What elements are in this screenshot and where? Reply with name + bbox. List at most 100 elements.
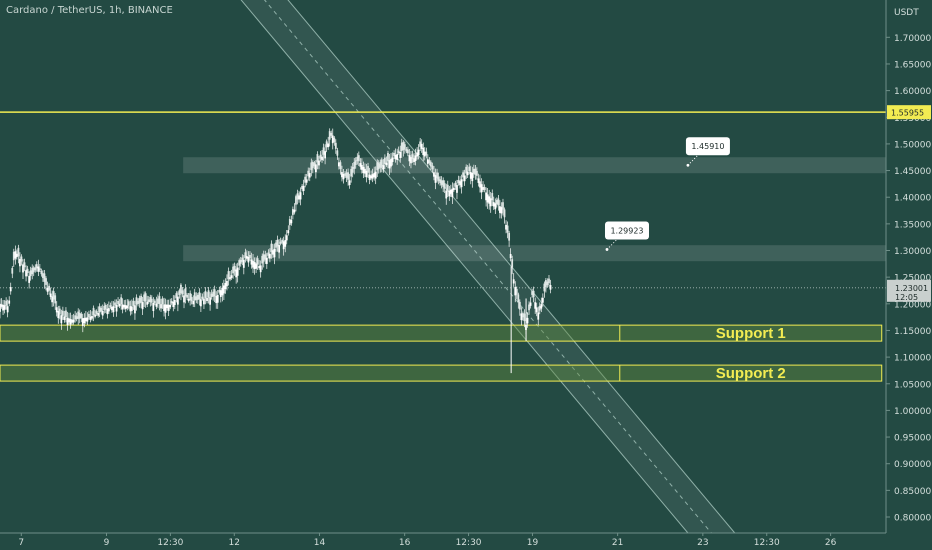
candle-body <box>106 308 109 315</box>
candle-body <box>173 299 176 306</box>
candle-body <box>281 239 284 243</box>
candle-body <box>373 172 376 178</box>
candle-body <box>14 251 17 259</box>
candle-body <box>268 253 271 259</box>
candle-body <box>253 262 256 269</box>
candle-body <box>52 291 55 300</box>
last-price-countdown: 12:05 <box>895 293 918 302</box>
candle-body <box>426 159 429 164</box>
candle-body <box>92 307 95 316</box>
time-axis: 7 9 12:30 12 14 16 12:30 19 21 23 12:30 26 <box>0 532 932 550</box>
candle-body <box>479 181 481 188</box>
candle-body <box>72 319 75 323</box>
candle-body <box>385 162 388 166</box>
candle-body <box>517 294 520 303</box>
candle-body <box>22 264 24 273</box>
candle-body <box>267 252 270 256</box>
candle-body <box>60 315 63 324</box>
candle-body <box>187 298 190 301</box>
candle-body <box>511 259 514 268</box>
candle-body <box>476 170 478 176</box>
price-tick-label: 1.00000 <box>894 407 931 417</box>
candle-body <box>474 168 477 175</box>
target-zone <box>183 157 886 174</box>
candle-body <box>296 193 299 200</box>
candle-body <box>285 235 288 241</box>
candle-body <box>256 258 259 265</box>
candle-body <box>465 166 468 174</box>
candle-body <box>528 304 530 311</box>
candle-body <box>126 305 129 309</box>
candle-body <box>84 317 87 322</box>
candle-body <box>299 192 302 200</box>
price-tick-label: 1.45000 <box>894 167 931 177</box>
candle-body <box>428 160 431 164</box>
candle-body <box>439 179 442 183</box>
candle-body <box>541 297 544 303</box>
candle-body <box>77 311 80 319</box>
candle-body <box>66 317 69 325</box>
candle-body <box>347 172 349 180</box>
candle-body <box>448 190 451 197</box>
time-tick-label: 26 <box>825 538 837 548</box>
support-zone-2: Support 2 <box>0 364 883 382</box>
candle-body <box>241 257 244 262</box>
candle-body <box>362 166 365 174</box>
candle-body <box>164 304 167 313</box>
candle-body <box>20 256 23 262</box>
candle-body <box>410 157 412 164</box>
candle-body <box>545 280 547 287</box>
candle-body <box>414 155 417 161</box>
candle-body <box>367 166 369 173</box>
candle-body <box>198 292 201 300</box>
candle-body <box>440 180 443 185</box>
price-tick-label: 1.25000 <box>894 274 931 284</box>
price-tick-label: 1.70000 <box>894 34 931 44</box>
candle-body <box>318 160 320 166</box>
price-tick-label: 0.90000 <box>894 460 931 470</box>
price-axis: USDT1.700001.650001.600001.550001.500001… <box>885 0 932 533</box>
candle-body <box>353 162 356 169</box>
candle-body <box>186 294 188 298</box>
price-tick-label: 1.40000 <box>894 194 931 204</box>
candle-body <box>114 302 116 306</box>
candle-body <box>417 149 420 156</box>
candle-body <box>370 175 372 179</box>
candle-body <box>160 304 162 309</box>
candle-body <box>460 179 463 188</box>
candle-body <box>359 163 362 167</box>
candle-body <box>400 142 403 152</box>
candle-body <box>302 185 305 191</box>
candle-body <box>502 202 504 210</box>
candle-body <box>103 305 106 311</box>
candle-body <box>494 203 497 210</box>
candle-body <box>360 165 363 170</box>
candle-body <box>74 315 77 320</box>
candle-body <box>46 287 49 292</box>
candle-body <box>212 291 215 297</box>
candle-body <box>276 239 279 247</box>
price-tick-label: 1.05000 <box>894 380 931 390</box>
candle-body <box>189 293 192 300</box>
time-tick-label: 12 <box>229 538 240 548</box>
candle-body <box>456 185 458 193</box>
candle-body <box>152 302 155 312</box>
price-tick-label: 1.65000 <box>894 60 931 70</box>
candle-body <box>227 271 230 280</box>
candle-body <box>5 300 8 306</box>
candle-body <box>95 311 98 314</box>
candle-body <box>180 284 182 294</box>
candle-body <box>232 266 234 274</box>
callout-label: 1.45910 <box>691 142 724 151</box>
candle-body <box>485 192 488 201</box>
candle-body <box>534 302 537 309</box>
candle-body <box>416 152 419 157</box>
candle-body <box>394 154 397 160</box>
candle-body <box>459 181 461 186</box>
time-tick-label: 12:30 <box>157 538 183 548</box>
candle-body <box>245 256 248 259</box>
candle-body <box>491 193 494 201</box>
candle-body <box>29 270 32 277</box>
